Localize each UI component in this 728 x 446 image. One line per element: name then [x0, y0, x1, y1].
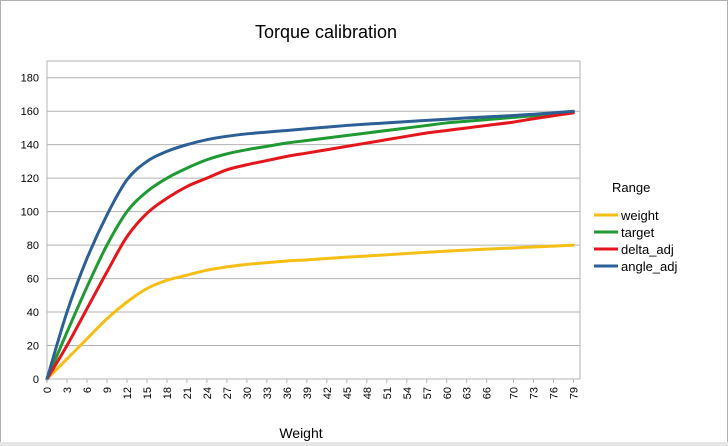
x-tick-label: 45	[342, 387, 354, 399]
x-tick-label: 12	[122, 387, 134, 399]
x-tick-label: 76	[548, 387, 560, 399]
x-tick-label: 21	[182, 387, 194, 399]
x-tick-label: 39	[302, 387, 314, 399]
legend-title: Range	[612, 180, 650, 195]
y-tick-label: 100	[21, 207, 39, 219]
x-tick-label: 3	[62, 387, 74, 393]
x-tick-label: 27	[222, 387, 234, 399]
x-tick-label: 42	[322, 387, 334, 399]
y-tick-label: 140	[21, 140, 39, 152]
y-tick-label: 160	[21, 106, 39, 118]
y-tick-label: 60	[27, 274, 39, 286]
legend-label-delta-adj: delta_adj	[621, 242, 674, 257]
y-tick-label: 0	[33, 374, 39, 386]
series-line-angle-adj	[45, 109, 575, 381]
y-tick-label: 20	[27, 341, 39, 353]
x-tick-label: 30	[242, 387, 254, 399]
legend-label-weight: weight	[620, 208, 659, 223]
chart-title: Torque calibration	[255, 22, 397, 42]
x-tick-label: 15	[142, 387, 154, 399]
x-tick-label: 63	[462, 387, 474, 399]
x-tick-label: 33	[262, 387, 274, 399]
x-tick-label: 9	[102, 387, 114, 393]
y-tick-label: 80	[27, 240, 39, 252]
x-tick-label: 70	[508, 387, 520, 399]
x-tick-label: 54	[402, 387, 414, 399]
bottom-strip	[0, 442, 728, 446]
series-layer	[45, 109, 575, 381]
y-tick-label: 40	[27, 307, 39, 319]
x-tick-label: 0	[42, 387, 54, 393]
x-tick-label: 60	[442, 387, 454, 399]
x-tick-label: 79	[568, 387, 580, 399]
gridlines	[47, 77, 580, 380]
x-axis-label: Weight	[279, 425, 322, 441]
series-line-weight	[45, 243, 575, 381]
x-tick-label: 36	[282, 387, 294, 399]
y-tick-label: 120	[21, 173, 39, 185]
legend-label-target: target	[621, 225, 655, 240]
x-tick-label: 18	[162, 387, 174, 399]
x-tick-label: 57	[422, 387, 434, 399]
x-tick-label: 66	[482, 387, 494, 399]
x-tick-label: 6	[82, 387, 94, 393]
plot-area	[46, 60, 581, 380]
series-line-delta-adj	[45, 111, 575, 381]
x-tick-label: 73	[528, 387, 540, 399]
x-tick-label: 24	[202, 387, 214, 399]
legend: Range weight target delta_adj angle_adj	[594, 180, 677, 274]
y-tick-label: 180	[21, 73, 39, 85]
x-tick-label: 48	[362, 387, 374, 399]
x-tick-label: 51	[382, 387, 394, 399]
series-line-target	[45, 110, 575, 381]
legend-label-angle-adj: angle_adj	[621, 259, 677, 274]
